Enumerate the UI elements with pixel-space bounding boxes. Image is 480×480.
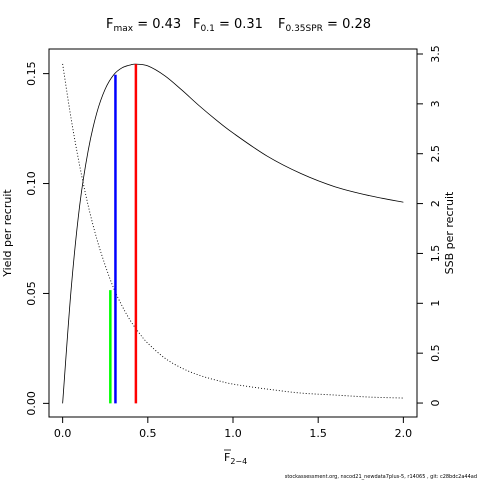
title-part-0: Fmax = 0.43: [106, 17, 181, 34]
y2-tick-label: 2: [429, 200, 442, 207]
y-axis-right: 0 0.5 1 1.5 2 2.5 3 3.5: [416, 45, 442, 407]
chart-title: Fmax = 0.43 F0.1 = 0.31 F0.35SPR = 0.28: [106, 17, 371, 34]
y2-tick-label: 2.5: [429, 145, 442, 163]
y2-tick-label: 3: [429, 100, 442, 107]
y-tick-label: 0.05: [25, 281, 38, 306]
title-part-1: F0.1 = 0.31: [193, 17, 263, 34]
x-tick-label: 2.0: [395, 427, 413, 440]
y2-tick-label: 1.5: [429, 245, 442, 263]
x-tick-label: 1.5: [309, 427, 327, 440]
y-tick-label: 0.00: [25, 391, 38, 416]
y2-axis-label: SSB per recruit: [443, 191, 456, 274]
y2-tick-label: 1: [429, 300, 442, 307]
curves: [62, 63, 404, 404]
plot-frame: [48, 48, 418, 418]
y2-tick-label: 0: [429, 400, 442, 407]
y-tick-label: 0.15: [25, 61, 38, 86]
y-axis-label: Yield per recruit: [1, 189, 14, 278]
y-axis-left: 0.00 0.05 0.10 0.15: [25, 61, 50, 416]
x-tick-label: 0.0: [54, 427, 72, 440]
y-tick-label: 0.10: [25, 171, 38, 196]
title-part-2: F0.35SPR = 0.28: [278, 17, 371, 34]
x-axis-label-text: F2−4: [224, 451, 247, 466]
x-tick-label: 1.0: [224, 427, 242, 440]
x-axis: 0.0 0.5 1.0 1.5 2.0: [54, 416, 413, 440]
x-axis-label: F2−4: [224, 449, 247, 466]
ssb-per-recruit-curve: [62, 63, 404, 399]
reference-lines: [109, 64, 138, 404]
y2-tick-label: 3.5: [429, 45, 442, 63]
x-tick-label: 0.5: [139, 427, 157, 440]
footer-text: stockassessment.org, nscod21_newdata7plu…: [285, 474, 477, 480]
yield-per-recruit-curve: [62, 63, 404, 404]
y2-tick-label: 0.5: [429, 344, 442, 362]
